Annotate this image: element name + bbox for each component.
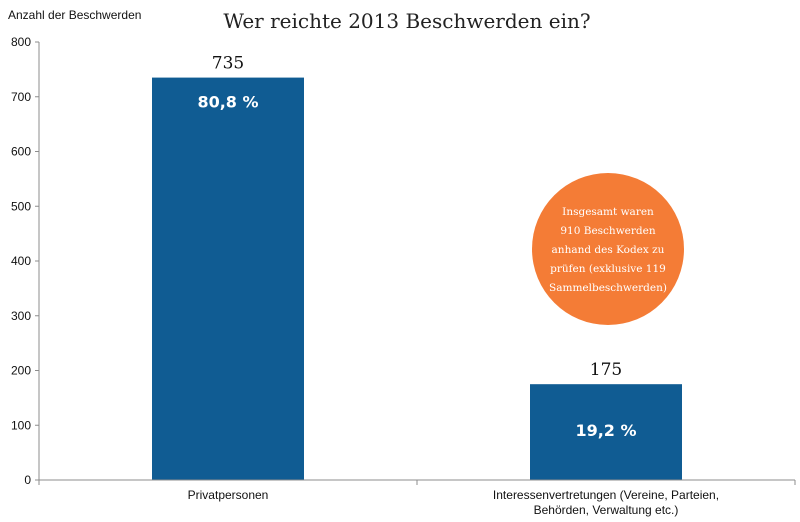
y-axis-label: Anzahl der Beschwerden (8, 8, 141, 22)
chart-title: Wer reichte 2013 Beschwerden ein? (223, 9, 590, 33)
y-tick-label: 300 (11, 309, 31, 323)
category-label: Behörden, Verwaltung etc.) (534, 503, 679, 517)
y-axis: 0 100 200 300 400 500 600 700 800 (11, 35, 796, 487)
y-tick-label: 200 (11, 364, 31, 378)
bar-value-label: 175 (590, 360, 622, 380)
category-label: Privatpersonen (188, 488, 269, 502)
bar-value-label: 735 (212, 54, 244, 74)
y-tick-label: 700 (11, 90, 31, 104)
bar (530, 384, 682, 480)
annotation-text: 910 Beschwerden (560, 225, 655, 237)
annotation-text: anhand des Kodex zu (552, 244, 665, 256)
category-label: Interessenvertretungen (Vereine, Parteie… (493, 488, 719, 502)
y-tick-label: 800 (11, 35, 31, 49)
x-axis-labels: Privatpersonen Interessenvertretungen (Ve… (188, 488, 719, 517)
y-tick-label: 500 (11, 199, 31, 213)
bar-percent-label: 19,2 % (575, 421, 636, 440)
bars: 735 80,8 % 175 19,2 % (152, 54, 682, 481)
bar (152, 77, 304, 481)
y-tick-label: 400 (11, 254, 31, 268)
y-tick-label: 600 (11, 145, 31, 159)
annotation-circle (532, 173, 684, 325)
bar-percent-label: 80,8 % (197, 93, 258, 112)
y-tick-label: 0 (24, 473, 31, 487)
annotation-text: Sammelbeschwerden) (549, 282, 667, 294)
total-annotation-bubble: Insgesamt waren 910 Beschwerden anhand des… (532, 173, 684, 325)
y-tick-label: 100 (11, 418, 31, 432)
annotation-text: Insgesamt waren (562, 206, 654, 218)
annotation-text: prüfen (exklusive 119 (550, 263, 666, 275)
